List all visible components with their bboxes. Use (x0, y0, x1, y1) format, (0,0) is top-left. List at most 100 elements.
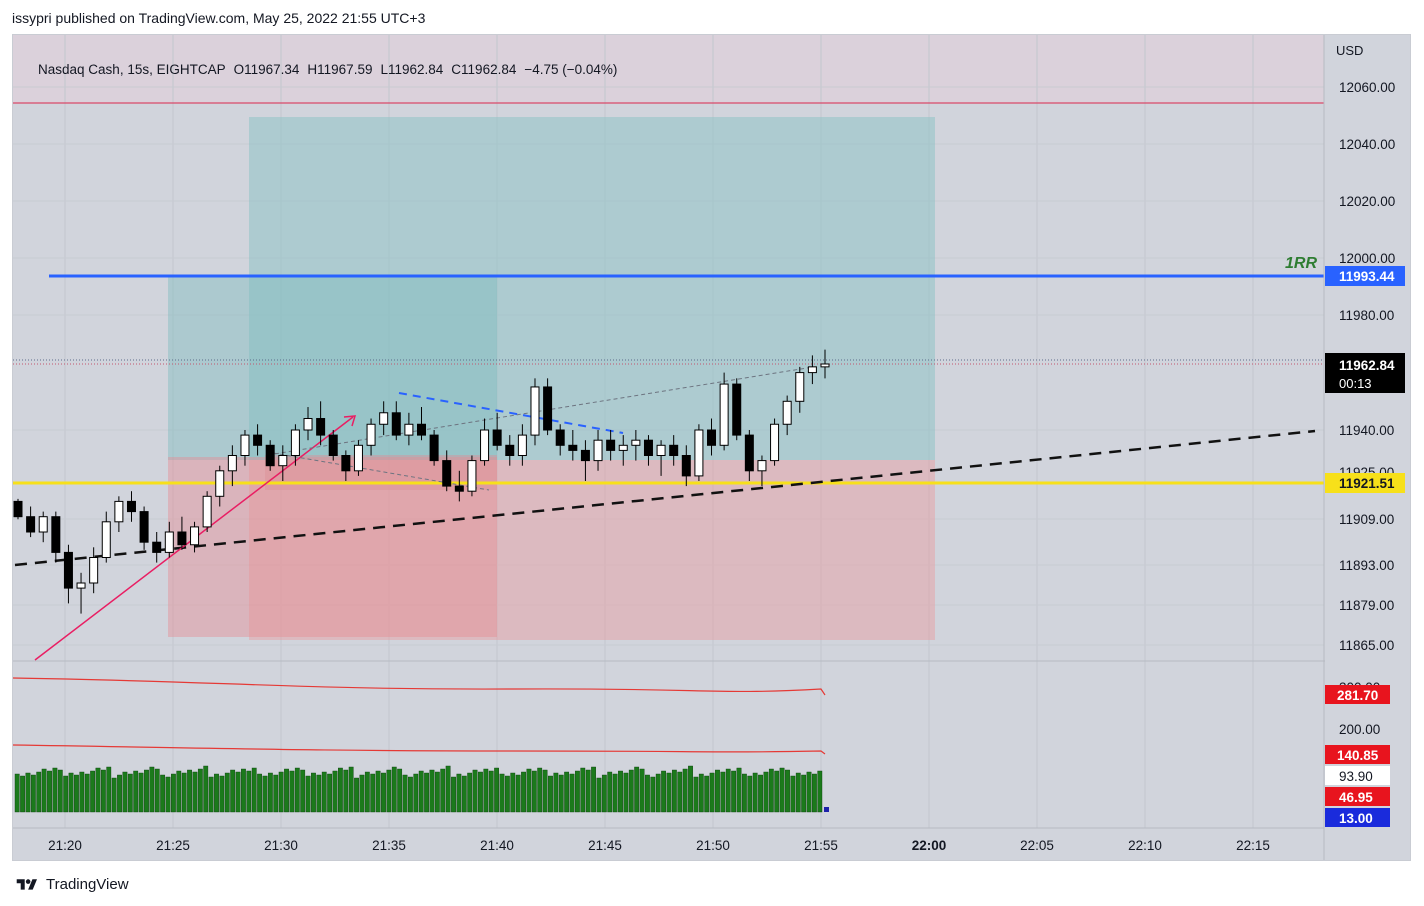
candle-body[interactable] (26, 516, 36, 533)
candle-body[interactable] (492, 429, 502, 446)
dashed-trendline[interactable] (14, 429, 1316, 567)
yellow-line-price-text: 11921.51 (1339, 476, 1395, 491)
candle-body[interactable] (744, 434, 754, 472)
candle-body[interactable] (278, 455, 288, 467)
volume-bar (197, 768, 203, 813)
volume-bar (440, 768, 446, 813)
candle-body[interactable] (505, 444, 515, 456)
volume-bar (267, 772, 273, 813)
volume-bar (149, 766, 155, 813)
candle-body[interactable] (568, 444, 578, 451)
candle-body[interactable] (429, 434, 439, 462)
candle-body[interactable] (555, 429, 565, 446)
candle-body[interactable] (366, 423, 376, 446)
candlestick-series[interactable] (13, 349, 830, 614)
candle-body[interactable] (353, 444, 363, 472)
candle-body[interactable] (807, 366, 817, 374)
candle-body[interactable] (543, 386, 553, 431)
candle-body[interactable] (530, 386, 540, 436)
volume-bar (106, 766, 112, 813)
candle-body[interactable] (240, 434, 250, 457)
volume-bar (499, 773, 505, 813)
candle-body[interactable] (707, 429, 717, 446)
candle-body[interactable] (341, 455, 351, 472)
candle-body[interactable] (13, 500, 23, 518)
candle-body[interactable] (480, 429, 490, 462)
candle-body[interactable] (580, 449, 590, 462)
candle-body[interactable] (757, 460, 767, 472)
candle-body[interactable] (101, 521, 111, 558)
candle-body[interactable] (76, 582, 86, 589)
candle-body[interactable] (593, 439, 603, 462)
candle-body[interactable] (177, 531, 187, 546)
candle-body[interactable] (63, 551, 73, 589)
candle-body[interactable] (467, 460, 477, 492)
candle-body[interactable] (631, 439, 641, 446)
candle-body[interactable] (643, 439, 653, 457)
volume-bar (127, 773, 133, 813)
volume-bar (478, 771, 483, 813)
candle-body[interactable] (51, 516, 61, 553)
tradingview-footer[interactable]: TradingView (14, 876, 129, 893)
candle-body[interactable] (820, 363, 830, 368)
time-label-2130: 21:30 (264, 838, 298, 853)
candle-body[interactable] (417, 423, 426, 436)
candle-body[interactable] (316, 418, 326, 436)
candle-body[interactable] (126, 500, 136, 513)
candle-body[interactable] (694, 429, 704, 477)
volume-bar (63, 775, 69, 813)
volume-bar (806, 771, 812, 813)
blue-dashed-line[interactable] (398, 392, 624, 434)
volume-bar (542, 769, 548, 813)
inner-target-zone[interactable] (168, 277, 497, 460)
candle-body[interactable] (190, 526, 200, 546)
volume-bar (558, 774, 564, 813)
candle-body[interactable] (732, 383, 742, 436)
candle-body[interactable] (114, 500, 124, 523)
candle-body[interactable] (38, 516, 48, 533)
volume-bar (607, 771, 613, 813)
volume-bar (666, 772, 672, 813)
candle-body[interactable] (379, 412, 389, 425)
volume-bar (596, 777, 602, 813)
candle-body[interactable] (681, 455, 691, 477)
candle-body[interactable] (164, 531, 174, 553)
candle-body[interactable] (265, 444, 275, 467)
candle-body[interactable] (404, 423, 414, 436)
candle-body[interactable] (618, 444, 628, 451)
candle-body[interactable] (303, 418, 313, 431)
bar-countdown-text: 00:13 (1339, 376, 1372, 391)
candle-body[interactable] (442, 460, 452, 487)
volume-bar (332, 770, 338, 813)
candle-body[interactable] (795, 372, 805, 402)
price-axis[interactable] (1325, 35, 1411, 861)
candle-body[interactable] (152, 541, 162, 553)
candle-body[interactable] (656, 444, 666, 456)
long-position-target-zone[interactable] (249, 117, 935, 460)
volume-bar (370, 773, 376, 813)
long-position-stop-zone[interactable] (249, 460, 935, 640)
candle-body[interactable] (202, 495, 212, 528)
time-axis[interactable]: 21:20 21:25 21:30 21:35 21:40 21:45 21:5… (48, 838, 1270, 853)
symbol-legend[interactable]: Nasdaq Cash, 15s, EIGHTCAP O11967.34 H1196… (23, 47, 625, 92)
candle-body[interactable] (391, 412, 401, 436)
candle-body[interactable] (328, 434, 338, 457)
last-price-tag (1325, 353, 1405, 393)
candle-body[interactable] (139, 511, 149, 543)
candle-body[interactable] (782, 400, 792, 425)
candle-body[interactable] (290, 429, 300, 456)
candle-body[interactable] (215, 470, 225, 497)
candle-body[interactable] (227, 455, 237, 472)
candle-body[interactable] (517, 434, 527, 457)
candle-body[interactable] (770, 423, 780, 462)
candle-body[interactable] (719, 383, 729, 446)
candle-body[interactable] (253, 434, 263, 446)
candle-body[interactable] (606, 439, 616, 451)
volume-bar (241, 768, 246, 813)
candle-body[interactable] (454, 485, 464, 492)
candle-body[interactable] (669, 444, 679, 456)
chart-canvas[interactable]: 1RR USD 12060.00 12040.00 12020.00 12000… (13, 35, 1411, 861)
volume-bar (284, 768, 289, 813)
chart-frame[interactable]: 1RR USD 12060.00 12040.00 12020.00 12000… (12, 34, 1411, 861)
candle-body[interactable] (89, 557, 99, 584)
